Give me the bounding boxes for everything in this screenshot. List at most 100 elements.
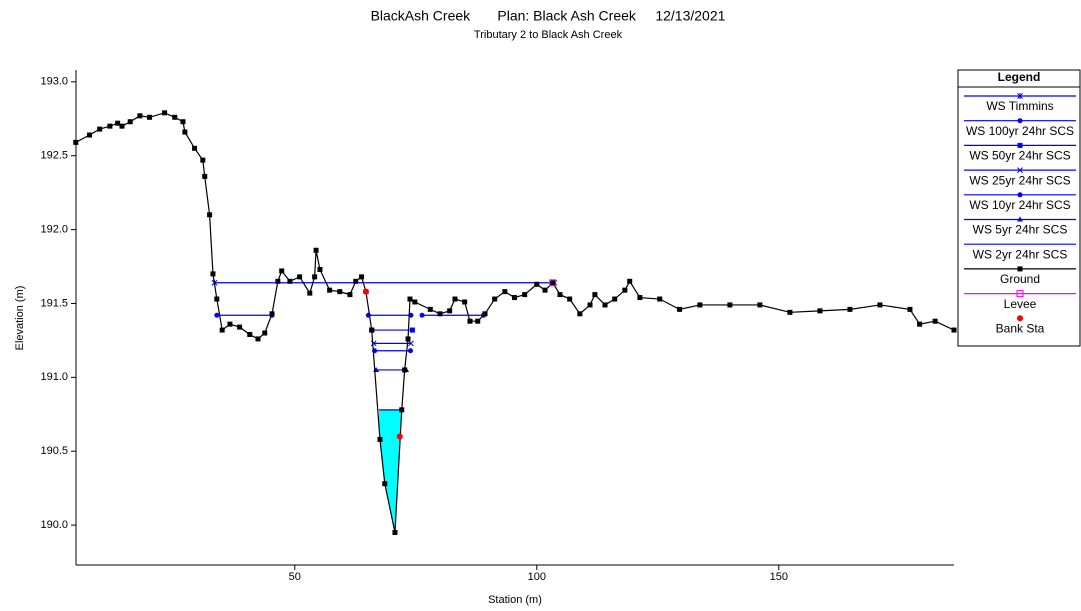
ground-point — [347, 292, 353, 298]
ground-point — [200, 157, 206, 163]
ground-point — [592, 292, 598, 298]
legend-label: Ground — [1000, 272, 1040, 286]
ground-point — [87, 132, 93, 138]
marker — [214, 312, 220, 318]
ground-point — [107, 123, 113, 129]
ground-point — [399, 407, 405, 413]
ground-point — [180, 119, 186, 125]
ground-point — [402, 367, 408, 373]
ground-point — [255, 336, 261, 342]
ground-point — [327, 287, 333, 293]
ground-point — [932, 318, 938, 324]
ground-line — [75, 112, 955, 533]
ground-point — [359, 274, 365, 280]
ground-point — [119, 123, 125, 129]
ground-point — [313, 247, 319, 253]
x-tick-label: 50 — [289, 571, 301, 583]
marker — [409, 327, 415, 333]
ground-point — [542, 287, 548, 293]
x-tick-label: 100 — [528, 571, 546, 583]
ground-point — [437, 311, 443, 317]
ground-point — [452, 296, 458, 302]
legend-marker — [1017, 315, 1023, 322]
bank-station — [362, 288, 369, 295]
ground-point — [237, 324, 243, 330]
ground-point — [475, 318, 481, 324]
ground-point — [534, 281, 540, 287]
ground-point — [557, 292, 563, 298]
ground-point — [137, 113, 143, 119]
ground-point — [677, 306, 683, 312]
ground-point — [192, 145, 198, 151]
ground-point — [353, 278, 359, 284]
ground-point — [907, 306, 913, 312]
ground-point — [219, 327, 225, 333]
ground-point — [392, 529, 398, 535]
ground-point — [951, 327, 957, 333]
marker — [1017, 216, 1023, 222]
ground-point — [657, 296, 663, 302]
ground-point — [627, 278, 633, 284]
ground-point — [622, 287, 628, 293]
ground-point — [307, 290, 313, 296]
ground-point — [127, 119, 133, 125]
legend-label: WS 25yr 24hr SCS — [969, 173, 1070, 187]
marker — [370, 340, 377, 347]
marker — [1017, 93, 1023, 99]
legend-label: WS 2yr 24hr SCS — [973, 247, 1068, 261]
ground-point — [202, 173, 208, 179]
ground-point — [427, 306, 433, 312]
y-tick-label: 190.0 — [40, 519, 68, 531]
ground-point — [492, 296, 498, 302]
legend-label: Bank Sta — [996, 321, 1045, 335]
levee-point — [549, 279, 557, 287]
marker — [1017, 118, 1023, 124]
ground-point — [377, 436, 383, 442]
ground-point — [877, 302, 883, 308]
ground-point — [467, 318, 473, 324]
marker — [408, 340, 414, 347]
ground-point — [697, 302, 703, 308]
ground-point — [162, 110, 168, 116]
ground-point — [407, 296, 413, 302]
ground-point — [602, 302, 608, 308]
chart-title: BlackAsh Creek Plan: Black Ash Creek 12/… — [371, 8, 726, 24]
ground-point — [73, 139, 79, 145]
legend-marker — [1016, 290, 1024, 298]
ground-point — [567, 296, 573, 302]
y-axis-label: Elevation (m) — [14, 286, 26, 351]
chart-subtitle: Tributary 2 to Black Ash Creek — [474, 29, 623, 41]
legend-box — [957, 69, 1081, 347]
ground-point — [550, 280, 556, 286]
ground-point — [279, 268, 285, 274]
legend-label: Levee — [1004, 297, 1037, 311]
ground-point — [147, 114, 153, 120]
marker — [1017, 142, 1023, 148]
ground-point — [787, 309, 793, 315]
ground-point — [312, 274, 318, 280]
ground-point — [317, 266, 323, 272]
ground-point — [369, 327, 375, 333]
y-tick-label: 193.0 — [40, 76, 68, 88]
water-fill — [378, 409, 403, 565]
ground-point — [210, 271, 216, 277]
ground-point — [577, 311, 583, 317]
ground-point — [182, 129, 188, 135]
marker — [419, 312, 425, 318]
ground-point — [412, 299, 418, 305]
ground-point — [917, 321, 923, 327]
y-tick-label: 192.0 — [40, 223, 68, 235]
ground-point — [447, 308, 453, 314]
ground-point — [269, 311, 275, 317]
y-tick-label: 192.5 — [40, 150, 68, 162]
marker — [1017, 167, 1023, 173]
ground-point — [612, 296, 618, 302]
ground-point — [382, 481, 388, 487]
y-tick-label: 190.5 — [40, 445, 68, 457]
ground-point — [247, 331, 253, 337]
ground-point — [482, 311, 488, 317]
ground-point — [297, 274, 303, 280]
ground-point — [847, 306, 853, 312]
ground-point — [817, 308, 823, 314]
